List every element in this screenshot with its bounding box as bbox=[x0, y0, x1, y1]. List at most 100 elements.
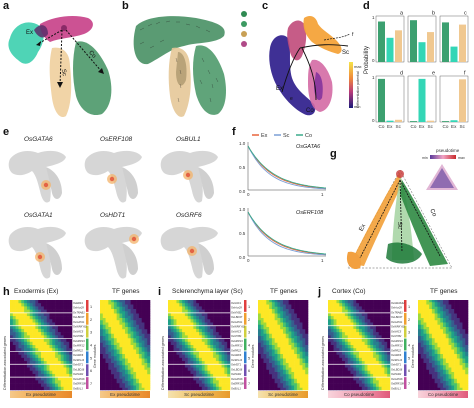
d-cell-a: a 1 0 bbox=[372, 11, 405, 63]
gene-row-label: OsGATA6 bbox=[73, 377, 85, 381]
module-color-bar bbox=[244, 377, 247, 389]
module-label: 5 bbox=[408, 356, 410, 360]
gene-row-label: OsGATA1 bbox=[391, 320, 403, 324]
gene-row-label: OsERF1 bbox=[73, 301, 84, 305]
gene-label: OsGRF6 bbox=[176, 212, 202, 219]
f-trend-line bbox=[247, 211, 327, 256]
d-xtick: Ex bbox=[419, 124, 425, 129]
heatmap-tf-title: TF genes bbox=[112, 288, 140, 295]
module-color-bar bbox=[404, 364, 407, 377]
d-bar bbox=[442, 22, 449, 62]
c-colorbar-min: min bbox=[354, 104, 360, 109]
gene-row-label: OsARF12 bbox=[391, 344, 403, 348]
gene-row-label: OsLBD37 bbox=[73, 315, 85, 319]
module-color-bar bbox=[244, 364, 247, 377]
d-bar bbox=[378, 78, 385, 122]
module-color-bar bbox=[244, 312, 247, 325]
f-ytick: 1.0 bbox=[239, 141, 246, 146]
cluster-legend bbox=[241, 11, 247, 47]
module-color-bar bbox=[404, 300, 407, 312]
d-sub-label: a bbox=[400, 11, 404, 17]
lineage-label-ex: Ex bbox=[26, 30, 33, 36]
g-legend-min: min bbox=[422, 156, 428, 160]
module-color-bar bbox=[86, 300, 89, 312]
module-label: 1 bbox=[90, 305, 92, 309]
heatmap-axis-right: Gene modules bbox=[251, 344, 255, 368]
gene-row-label: OsWRKY62 bbox=[231, 325, 246, 329]
module-color-bar bbox=[244, 351, 247, 364]
f-ytick: 0.5 bbox=[239, 231, 246, 236]
panel-label-b: b bbox=[122, 0, 129, 12]
gene-row-label: OsBUL1 bbox=[73, 386, 83, 390]
gene-feature-map bbox=[8, 226, 67, 279]
g-label-ex: Ex bbox=[359, 223, 368, 232]
module-label: 4 bbox=[408, 344, 410, 348]
module-color-bar bbox=[244, 338, 247, 351]
gene-row-label: OsBUL1 bbox=[391, 386, 401, 390]
d-cell-b: b bbox=[407, 11, 437, 63]
gene-label: OsGATA1 bbox=[24, 212, 53, 219]
lineage-label-co: Co bbox=[87, 50, 97, 60]
gene-feature-map bbox=[84, 150, 142, 203]
module-label: 1 bbox=[408, 305, 410, 309]
panel-g-simplex: Ex Sc Co pseudotime min max bbox=[346, 148, 465, 270]
d-cell-d: d Co Ex Sc 1 0 bbox=[372, 71, 405, 129]
gene-row-label: OsMYB2 bbox=[73, 334, 84, 338]
module-color-bar bbox=[86, 325, 89, 338]
module-label: 5 bbox=[90, 356, 92, 360]
gene-row-label: OsNAC5 bbox=[73, 329, 84, 333]
lineage-label-sc: Sc bbox=[60, 69, 67, 77]
d-ytick: 1 bbox=[372, 15, 375, 20]
module-label: 4 bbox=[248, 344, 250, 348]
gene-row-label: OsARF12 bbox=[73, 344, 85, 348]
c-label-sc: Sc bbox=[342, 50, 349, 56]
module-label: 7 bbox=[248, 382, 250, 386]
gene-row-label: OsGATA6 bbox=[231, 377, 243, 381]
panel-e-feature-maps: OsGATA6 OsERF108 OsBUL1 OsGATA1 OsHDT1 OsGRF6 bbox=[0, 136, 232, 286]
d-ytick: 0 bbox=[372, 118, 375, 123]
gene-row-label: OsGATA6 bbox=[391, 377, 403, 381]
f-xtick: 0 bbox=[247, 192, 250, 197]
gene-row-label: OsTRAB1 bbox=[391, 310, 403, 314]
root-cluster bbox=[8, 22, 44, 64]
d-bar bbox=[410, 20, 417, 62]
g-label-co: Co bbox=[428, 208, 437, 218]
f-xtick: 0 bbox=[247, 258, 250, 263]
d-bar bbox=[418, 42, 426, 62]
module-label: 7 bbox=[408, 382, 410, 386]
gene-row-label: OsbZIP23 bbox=[231, 339, 243, 343]
gene-row-label: OsLBD16 bbox=[231, 367, 243, 371]
d-bar bbox=[459, 24, 466, 63]
module-color-bar bbox=[86, 377, 89, 389]
module-label: 3 bbox=[248, 331, 250, 335]
c-label-co: Co bbox=[306, 108, 314, 114]
pseudotime-bar: Sc pseudotime bbox=[258, 391, 308, 398]
gene-row-label: OsbZIP23 bbox=[73, 339, 85, 343]
heatmap-title: Exodermis (Ex) bbox=[14, 288, 59, 295]
d-bar bbox=[418, 78, 426, 122]
c-branch-f: f bbox=[352, 32, 354, 38]
panel-label-e: e bbox=[3, 126, 10, 138]
f-legend-label: Co bbox=[305, 133, 312, 139]
module-label: 2 bbox=[408, 318, 410, 322]
gene-row-label: OsGATA1 bbox=[73, 320, 85, 324]
module-color-bar bbox=[404, 351, 407, 364]
d-cell-f: f Co Ex Sc bbox=[439, 71, 469, 129]
panel-a-umap: Ex Sc Co bbox=[8, 16, 112, 118]
f-ytick: 0.0 bbox=[239, 255, 246, 260]
panel-label-d: d bbox=[363, 0, 370, 12]
module-label: 3 bbox=[408, 331, 410, 335]
gene-row-label: OsTRAB1 bbox=[73, 310, 85, 314]
gene-row-label: OsHox28 bbox=[73, 306, 84, 310]
panel-label-j: j bbox=[318, 286, 322, 298]
gene-row-label: OsLBD16 bbox=[73, 367, 85, 371]
module-label: 6 bbox=[90, 369, 92, 373]
module-label: 2 bbox=[248, 318, 250, 322]
gene-feature-map bbox=[84, 226, 142, 279]
f-plot: OsGATA6 1.0 0.5 0.00 1 bbox=[239, 141, 327, 197]
gene-row-label: OsHox28 bbox=[231, 306, 242, 310]
f-trend-line bbox=[247, 211, 327, 255]
module-color-bar bbox=[404, 325, 407, 338]
g-label-sc: Sc bbox=[396, 222, 403, 230]
